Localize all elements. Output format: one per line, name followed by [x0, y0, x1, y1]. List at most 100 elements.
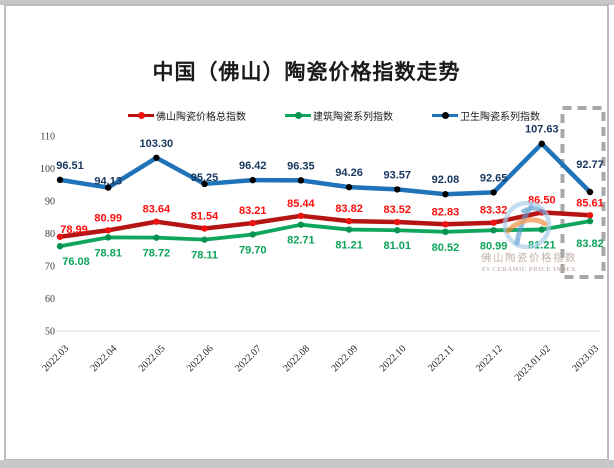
data-label: 92.77: [576, 159, 604, 171]
x-axis-tick: 2022.11: [426, 343, 457, 374]
data-point-marker: [104, 234, 112, 241]
data-label: 78.72: [143, 248, 171, 260]
data-label: 82.83: [432, 206, 460, 218]
y-axis-tick: 50: [45, 327, 55, 338]
data-label: 103.30: [140, 138, 174, 150]
data-label: 94.13: [94, 176, 122, 188]
data-point-marker: [153, 218, 160, 225]
data-point-marker: [249, 231, 256, 238]
data-point-marker: [153, 234, 160, 241]
green-line-marker-icon: [285, 108, 311, 122]
data-point-marker: [104, 227, 112, 234]
legend-label: 卫生陶瓷系列指数: [460, 111, 540, 123]
data-label: 85.44: [287, 198, 315, 210]
data-point-marker: [394, 186, 401, 193]
x-axis-tick: 2022.04: [89, 343, 120, 374]
y-axis-tick: 80: [45, 229, 55, 240]
data-label: 92.08: [432, 174, 460, 186]
legend-item-total-index: 佛山陶瓷价格总指数: [128, 108, 246, 123]
x-axis-tick: 2022.10: [378, 343, 409, 374]
data-point-marker: [490, 189, 497, 196]
x-axis-tick: 2022.03: [40, 343, 71, 374]
data-point-marker: [586, 217, 594, 225]
data-label: 92.65: [480, 172, 508, 184]
x-axis-tick: 2023.03: [570, 343, 601, 374]
data-point-marker: [56, 243, 64, 250]
data-label: 81.21: [528, 240, 556, 252]
watermark-swoosh-icon: [505, 217, 548, 234]
data-label: 80.99: [480, 240, 508, 252]
data-label: 96.51: [56, 160, 84, 172]
x-axis-tick: 2023.01-02: [513, 343, 553, 383]
y-axis-tick: 110: [40, 132, 55, 143]
legend-item-building-ceramics: 建筑陶瓷系列指数: [285, 108, 393, 123]
x-axis-tick: 2022.06: [185, 343, 216, 374]
data-label: 85.61: [576, 197, 604, 209]
y-axis-tick: 100: [40, 164, 55, 175]
data-point-marker: [297, 221, 305, 228]
data-point-marker: [345, 217, 353, 225]
watermark-logo: 佛山陶瓷价格指数 FS CERAMIC PRICE INDEX: [481, 200, 577, 273]
data-point-marker: [56, 233, 64, 240]
data-point-marker: [442, 228, 449, 236]
watermark-f-icon: [521, 206, 546, 215]
data-label: 81.21: [335, 240, 363, 252]
x-axis-tick: 2022.12: [474, 343, 505, 374]
data-label: 96.42: [239, 160, 267, 172]
data-point-marker: [297, 212, 305, 220]
data-label: 82.71: [287, 235, 315, 247]
data-point-marker: [104, 184, 112, 191]
data-label: 80.99: [94, 212, 122, 224]
x-axis-tick: 2022.05: [137, 343, 168, 374]
x-axis-tick: 2022.07: [233, 343, 264, 374]
data-label: 107.63: [525, 124, 559, 136]
data-label: 83.82: [576, 238, 604, 250]
data-label: 83.82: [335, 203, 363, 215]
data-point-marker: [442, 191, 449, 198]
legend-item-sanitary-ceramics: 卫生陶瓷系列指数: [432, 108, 540, 123]
data-point-marker: [490, 219, 497, 226]
series-line-0: [57, 210, 593, 240]
blue-line-marker-icon: [432, 108, 458, 122]
data-point-marker: [201, 225, 208, 232]
window-frame-bottom: [0, 460, 614, 468]
data-label: 83.52: [383, 204, 411, 216]
data-label: 76.08: [62, 256, 90, 268]
data-point-marker: [297, 177, 305, 184]
data-point-marker: [394, 218, 401, 226]
x-axis-tick: 2022.09: [329, 343, 360, 374]
data-point-marker: [538, 226, 545, 233]
data-point-marker: [249, 176, 256, 184]
data-point-marker: [345, 226, 353, 233]
data-point-marker: [586, 188, 594, 196]
series-line-1: [58, 219, 592, 249]
data-point-marker: [56, 176, 64, 184]
data-label: 78.11: [191, 250, 218, 262]
data-point-marker: [345, 183, 353, 191]
data-point-marker: [442, 221, 449, 228]
legend-label: 建筑陶瓷系列指数: [313, 111, 393, 123]
data-point-marker: [490, 227, 497, 234]
data-point-marker: [394, 227, 401, 234]
data-point-marker: [153, 154, 160, 161]
series-line-2: [57, 141, 593, 197]
data-label: 79.70: [239, 244, 267, 256]
data-label: 96.35: [287, 160, 315, 172]
watermark-text-en: FS CERAMIC PRICE INDEX: [482, 266, 576, 273]
y-axis-tick: 90: [45, 197, 55, 208]
watermark-text-cn: 佛山陶瓷价格指数: [481, 251, 577, 264]
watermark-ring-icon: [502, 200, 552, 250]
data-label: 83.32: [480, 205, 508, 217]
chart-title: 中国（佛山）陶瓷价格指数走势: [152, 60, 461, 84]
data-point-marker: [201, 180, 208, 188]
x-axis-tick: 2022.08: [281, 343, 312, 374]
data-label: 80.52: [432, 242, 460, 254]
data-point-marker: [538, 140, 545, 147]
highlight-box-latest-month: [560, 106, 606, 279]
data-point-marker: [586, 212, 594, 219]
data-label: 93.57: [383, 169, 411, 181]
legend-label: 佛山陶瓷价格总指数: [156, 111, 246, 123]
data-label: 95.25: [191, 172, 219, 184]
data-label: 83.21: [239, 205, 267, 217]
